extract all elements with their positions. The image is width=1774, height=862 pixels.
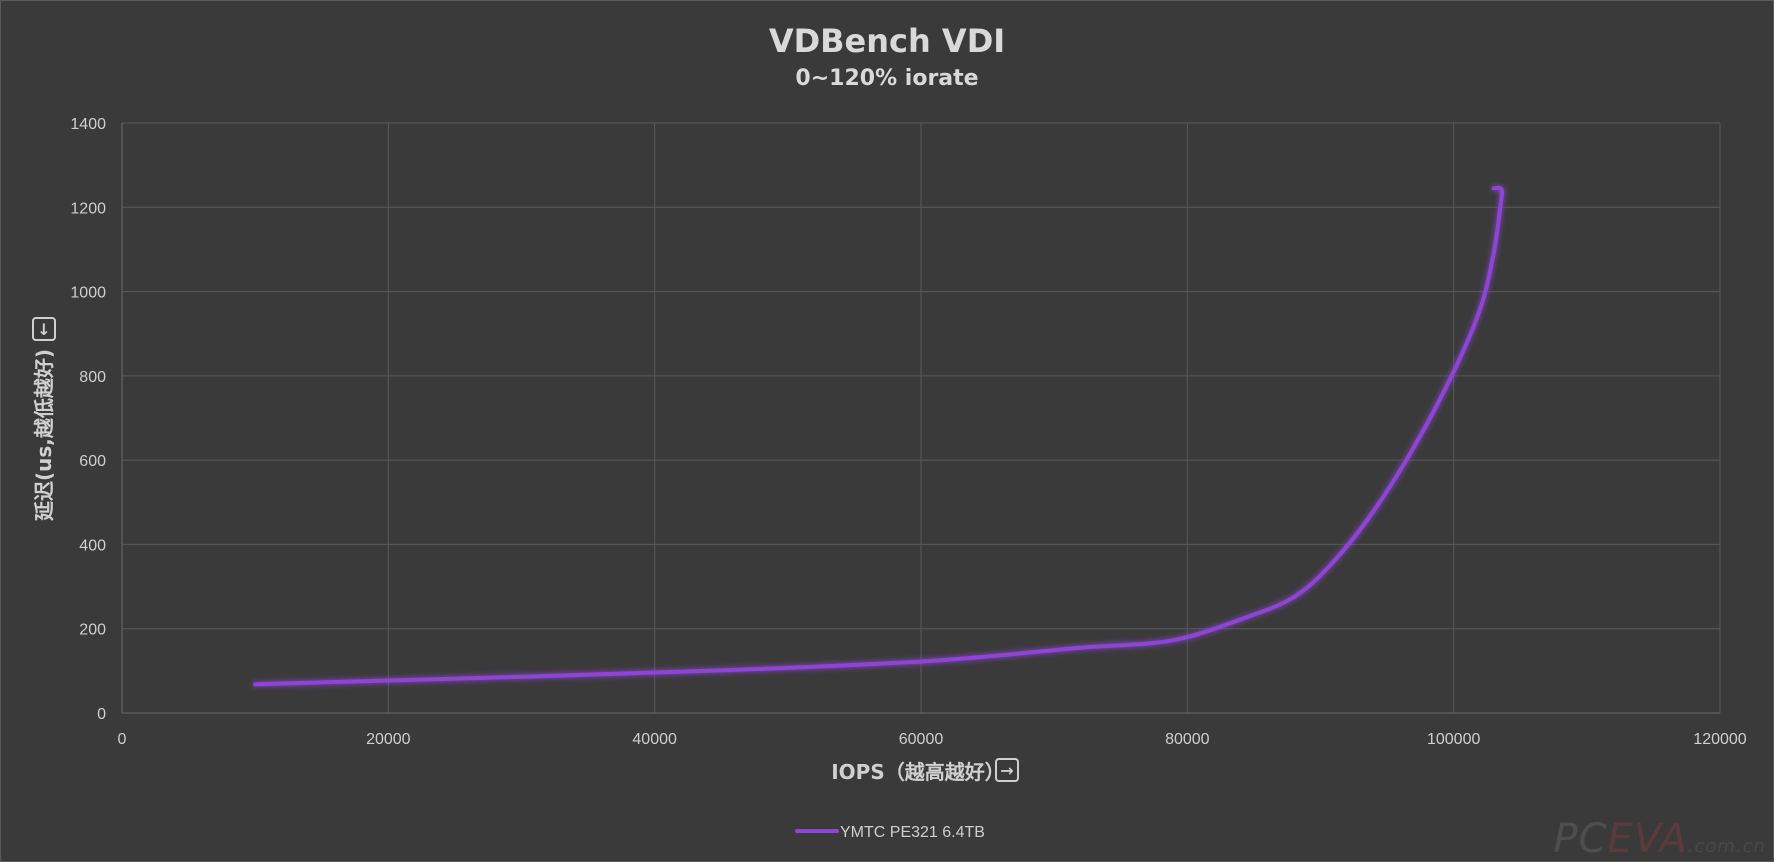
grid <box>122 122 1721 713</box>
x-tick-label: 80000 <box>1165 731 1210 748</box>
y-tick-label: 1200 <box>70 200 106 217</box>
icon-glyph: → <box>1000 761 1013 780</box>
y-tick-label: 400 <box>79 537 106 554</box>
axis-labels: 0 200 400 600 800 1000 1200 1400 0 20000 40000 6000… <box>32 116 1747 784</box>
arrow-down-icon: ↓ <box>32 317 56 341</box>
x-tick-label: 0 <box>118 731 127 748</box>
y-tick-label: 800 <box>79 369 106 386</box>
icon-box <box>32 317 56 341</box>
x-tick-label: 60000 <box>899 731 944 748</box>
watermark: PCEVA.com.cn <box>1553 816 1766 862</box>
y-axis-title-group: 延迟(us,越低越好) ↓ <box>32 317 56 522</box>
watermark-domain: .com.cn <box>1687 836 1766 857</box>
legend-label: YMTC PE321 6.4TB <box>840 824 985 841</box>
series-line <box>253 185 1505 687</box>
watermark-eva: EVA <box>1607 816 1688 862</box>
y-axis-title: 延迟(us,越低越好) <box>32 349 56 522</box>
y-tick-label: 600 <box>79 453 106 470</box>
x-axis-title: IOPS（越高越好） <box>831 760 1005 784</box>
series-layer <box>253 185 1505 687</box>
x-tick-label: 40000 <box>632 731 677 748</box>
icon-glyph: ↓ <box>37 320 50 339</box>
axes <box>121 123 1720 714</box>
chart-subtitle: 0~120% iorate <box>795 66 979 91</box>
y-tick-label: 1400 <box>70 116 106 133</box>
x-tick-label: 120000 <box>1693 731 1746 748</box>
x-tick-label: 20000 <box>366 731 411 748</box>
watermark-pc: PC <box>1553 816 1608 862</box>
y-tick-label: 200 <box>79 622 106 639</box>
icon-box <box>995 758 1019 782</box>
chart-title: VDBench VDI <box>768 22 1006 60</box>
arrow-right-icon: → <box>995 758 1019 782</box>
y-tick-label: 0 <box>97 706 106 723</box>
legend: YMTC PE321 6.4TB <box>795 824 985 841</box>
x-tick-label: 100000 <box>1427 731 1480 748</box>
y-tick-label: 1000 <box>70 285 106 302</box>
